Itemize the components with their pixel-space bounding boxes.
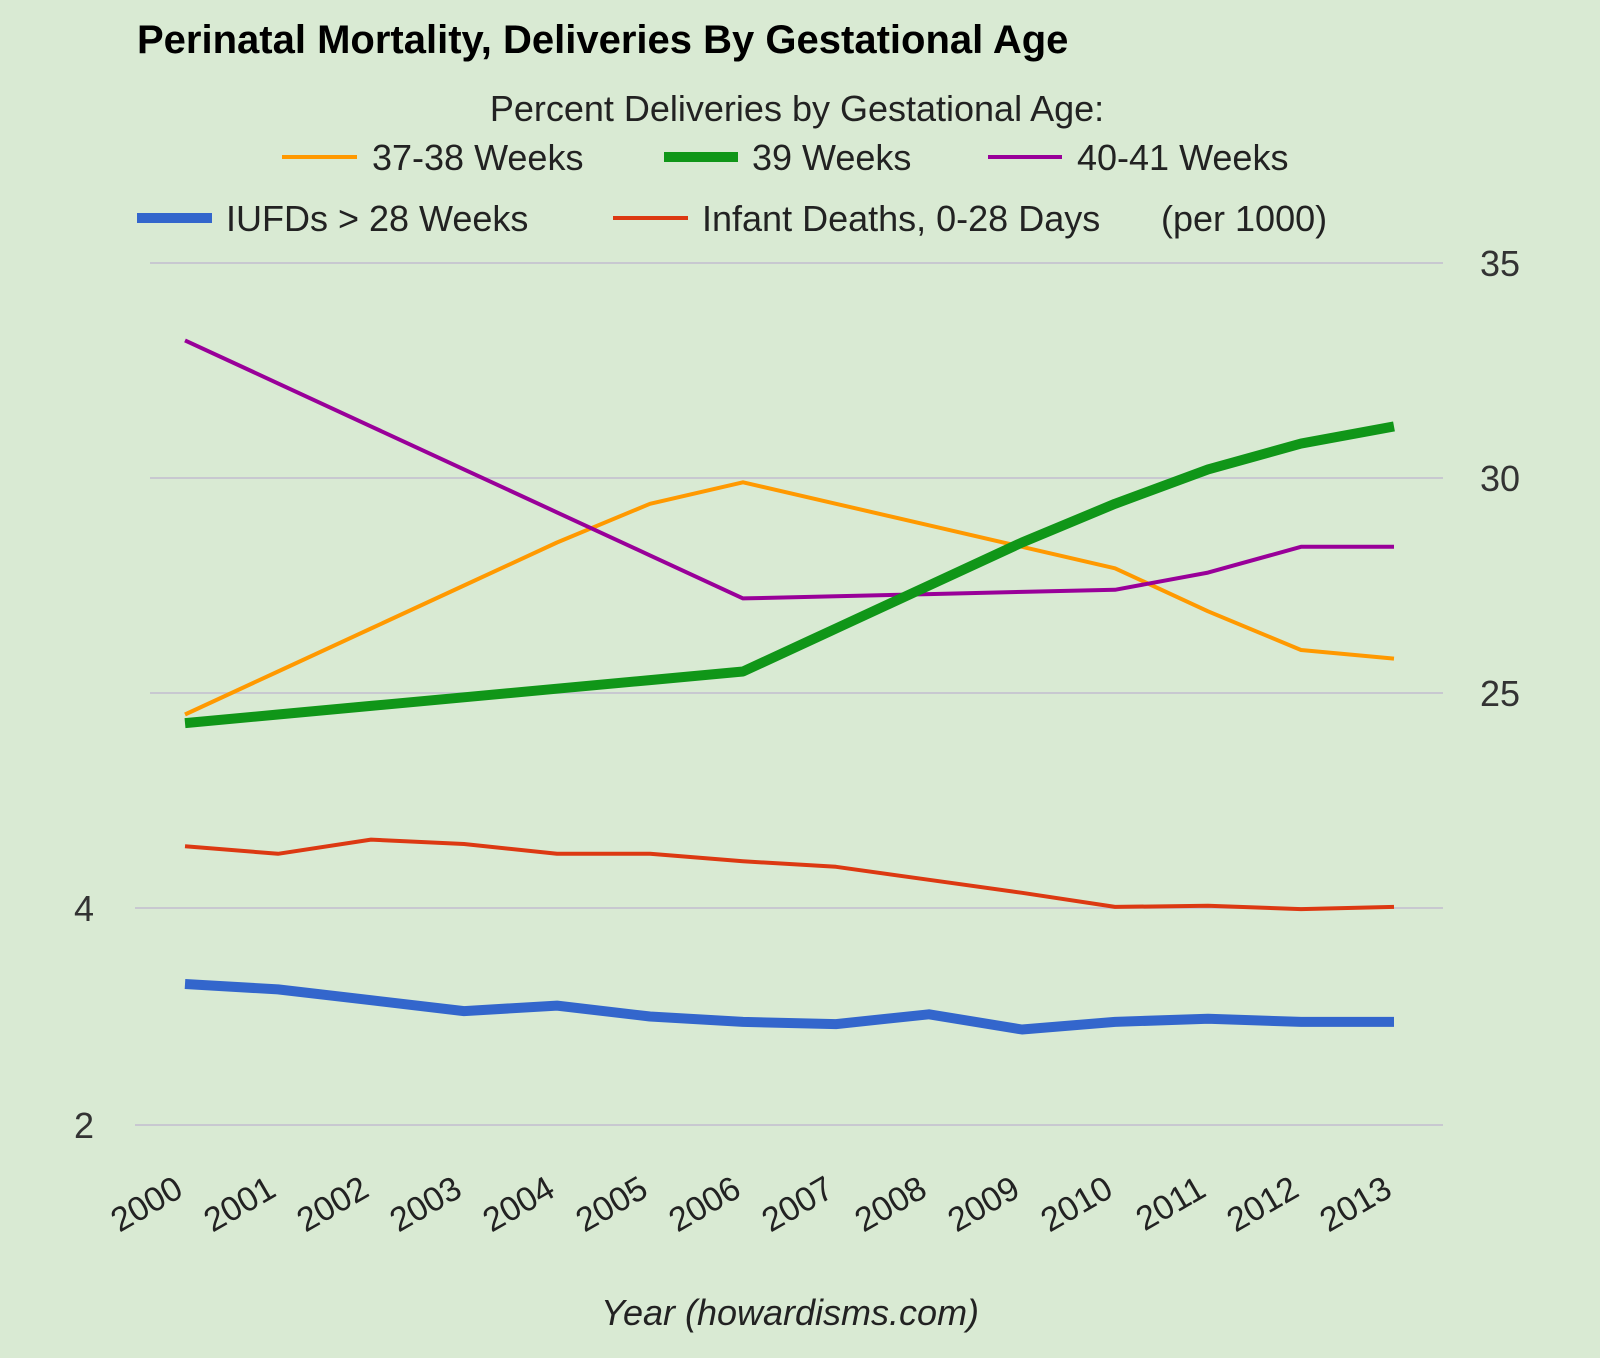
right-axis-tick: 30	[1480, 458, 1520, 499]
x-tick-label: 2001	[197, 1169, 282, 1240]
x-tick-label: 2008	[848, 1169, 933, 1240]
series-line-infant-deaths-0-28-days	[184, 837, 1395, 912]
legend-label-40-41: 40-41 Weeks	[1077, 137, 1288, 178]
x-tick-label: 2013	[1313, 1169, 1398, 1240]
right-axis-tick: 25	[1480, 673, 1520, 714]
legend-row-2: IUFDs > 28 Weeks Infant Deaths, 0-28 Day…	[137, 198, 1327, 239]
x-tick-label: 2004	[476, 1169, 561, 1240]
series-line-40-41-weeks	[184, 338, 1394, 601]
x-axis-ticks: 2000 2001 2002 2003 2004 2005 2006 2007 2008 2009…	[104, 1169, 1398, 1240]
chart-title: Perinatal Mortality, Deliveries By Gesta…	[137, 18, 1068, 62]
legend-heading: Percent Deliveries by Gestational Age:	[490, 88, 1104, 129]
x-tick-label: 2011	[1130, 1169, 1212, 1238]
left-axis-tick: 4	[74, 888, 94, 929]
x-axis-label: Year (howardisms.com)	[601, 1292, 979, 1333]
axis-ticks: 35 30 25 4 2	[74, 243, 1520, 1146]
legend-row-1: 37-38 Weeks 39 Weeks 40-41 Weeks	[282, 137, 1288, 178]
legend-label-iufd: IUFDs > 28 Weeks	[226, 198, 528, 239]
x-tick-label: 2010	[1034, 1169, 1119, 1240]
series-line-39-weeks	[184, 421, 1395, 729]
series-line-iufds-28-weeks	[184, 979, 1394, 1035]
legend-label-infant-deaths: Infant Deaths, 0-28 Days	[702, 198, 1100, 239]
x-tick-label: 2007	[755, 1169, 840, 1240]
legend-note: (per 1000)	[1161, 198, 1327, 239]
x-tick-label: 2000	[104, 1169, 189, 1240]
series-line-37-38-weeks	[184, 480, 1395, 717]
x-tick-label: 2002	[290, 1169, 375, 1240]
left-axis-tick: 2	[74, 1105, 94, 1146]
x-tick-label: 2006	[662, 1169, 747, 1240]
right-axis-tick: 35	[1480, 243, 1520, 284]
legend-label-37-38: 37-38 Weeks	[372, 137, 583, 178]
x-tick-label: 2005	[569, 1169, 654, 1240]
legend-label-39: 39 Weeks	[752, 137, 911, 178]
x-tick-label: 2012	[1220, 1169, 1305, 1240]
x-tick-label: 2003	[383, 1169, 468, 1240]
x-tick-label: 2009	[941, 1169, 1026, 1240]
series-lines	[184, 338, 1395, 1035]
